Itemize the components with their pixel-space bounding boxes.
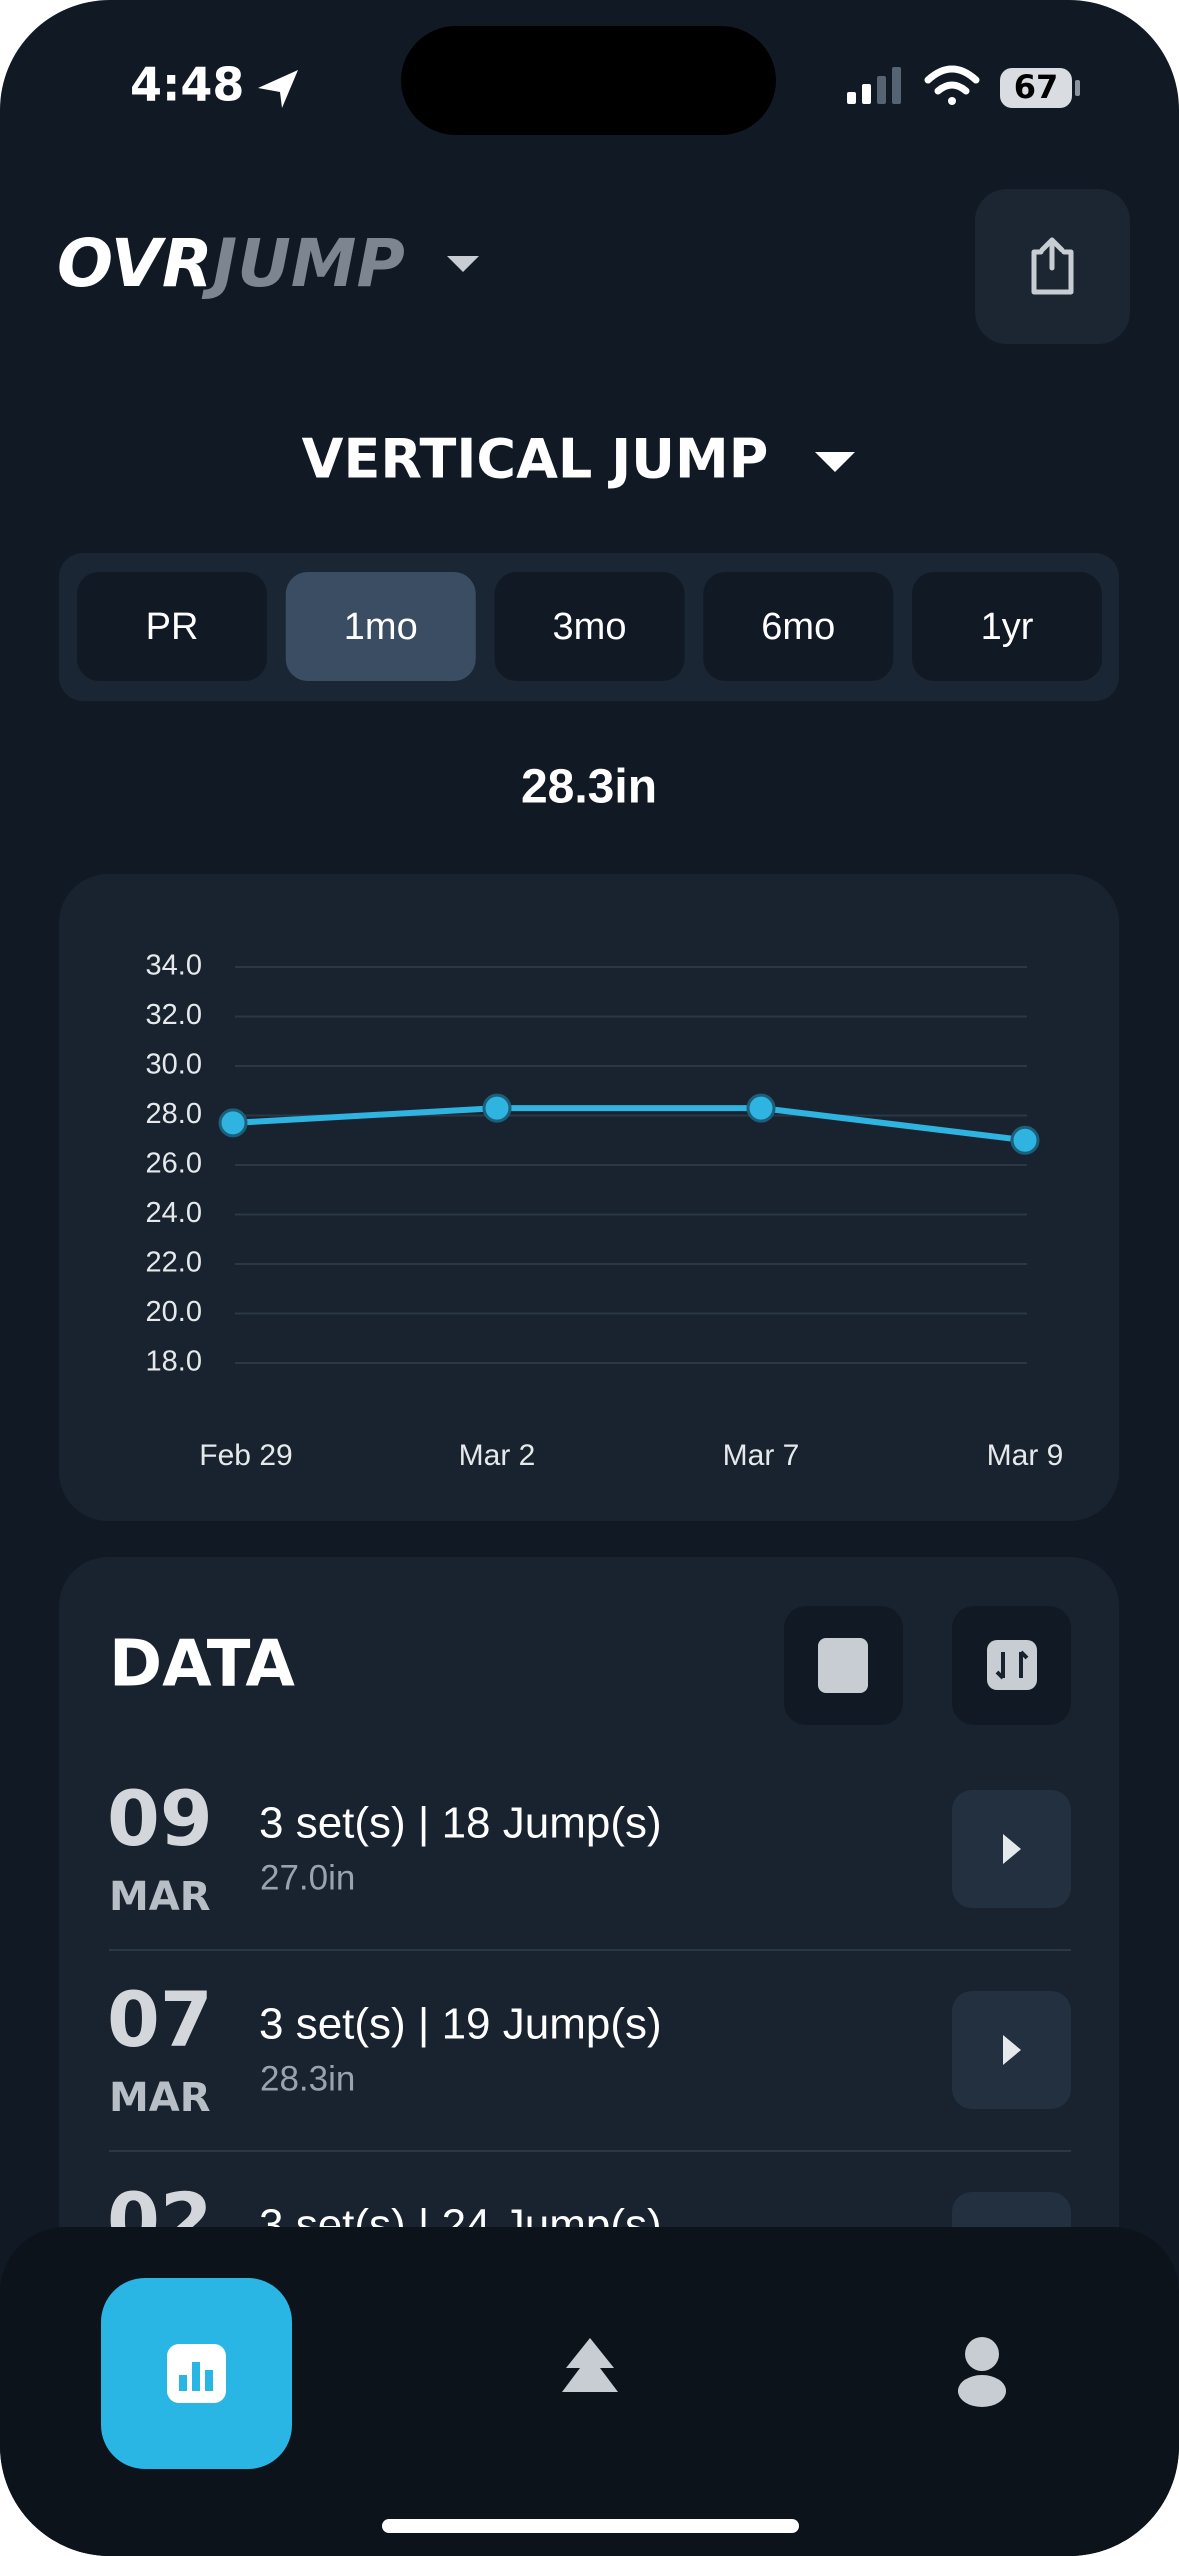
tab[interactable] [77, 572, 267, 681]
logo: OVRJUMP [57, 225, 405, 302]
row-month: MAR [109, 1874, 211, 1920]
tab-label: 3mo [553, 606, 627, 648]
x-tick-label: Feb 29 [199, 1439, 292, 1472]
y-tick-label: 18.0 [146, 1346, 202, 1378]
x-tick-label: Mar 2 [459, 1439, 536, 1472]
nav-jump[interactable] [562, 2338, 618, 2392]
x-tick-label: Mar 9 [987, 1439, 1064, 1472]
battery [1000, 68, 1072, 108]
tabs: PR 1mo 3mo 6mo 1yr [77, 572, 1102, 681]
location-icon [258, 70, 298, 108]
play-icon [1003, 1834, 1021, 1864]
status-time: 4:48 [130, 58, 244, 112]
y-tick-label: 20.0 [146, 1296, 202, 1328]
logo-secondary: JUMP [202, 225, 405, 302]
y-tick-label: 30.0 [146, 1049, 202, 1081]
tab-label: 1mo [344, 606, 418, 648]
stats-bars [179, 2362, 213, 2391]
home-indicator [382, 2519, 799, 2533]
current-value: 28.3in [521, 761, 657, 814]
dynamic-island [401, 26, 776, 135]
nav-bar [0, 2227, 1179, 2556]
battery-level: 67 [1014, 68, 1059, 106]
row-day: 07 [107, 1975, 213, 2064]
data-point [218, 1108, 248, 1138]
tab-label: 1yr [981, 606, 1034, 648]
data-point [1010, 1125, 1040, 1155]
chart: 18.0 20.0 22.0 24.0 26.0 28.0 30.0 32.0 34.0 Feb … [146, 950, 1064, 1472]
row-month: MAR [109, 2075, 211, 2121]
share-icon [1031, 237, 1074, 295]
data-point [746, 1093, 776, 1123]
tab-active[interactable] [285, 572, 476, 681]
line-series [232, 1105, 1026, 1144]
chart-card [59, 874, 1119, 1521]
y-tick-label: 26.0 [146, 1148, 202, 1180]
tab[interactable] [912, 572, 1102, 681]
sort-icon [987, 1640, 1037, 1690]
battery-tip [1075, 80, 1080, 96]
row-summary: 3 set(s) | 18 Jump(s) [259, 1799, 662, 1848]
data-point [482, 1093, 512, 1123]
export-icon [818, 1638, 868, 1693]
logo-caret[interactable] [447, 256, 479, 272]
tab-label: 6mo [761, 606, 835, 648]
x-tick-label: Mar 7 [723, 1439, 800, 1472]
row-summary: 3 set(s) | 19 Jump(s) [259, 2000, 662, 2049]
signal-icon [847, 67, 901, 104]
logo-primary: OVR [57, 225, 213, 302]
metric-title[interactable]: VERTICAL JUMP [302, 428, 769, 491]
y-tick-label: 24.0 [146, 1197, 202, 1229]
data-title: DATA [109, 1628, 295, 1702]
sort-arrows [995, 1650, 1029, 1680]
row-value: 28.3in [260, 2059, 355, 2098]
play-icon [1003, 2035, 1021, 2065]
y-tick-label: 28.0 [146, 1098, 202, 1130]
tab-label: PR [146, 606, 199, 648]
nav-profile[interactable] [958, 2337, 1006, 2407]
tab[interactable] [494, 572, 685, 681]
y-tick-label: 32.0 [146, 999, 202, 1031]
y-tick-label: 22.0 [146, 1247, 202, 1279]
y-tick-label: 34.0 [146, 950, 202, 982]
tab[interactable] [703, 572, 894, 681]
metric-caret[interactable] [815, 452, 855, 472]
row-value: 27.0in [260, 1858, 355, 1897]
row-day: 09 [107, 1774, 213, 1863]
wifi-icon [924, 65, 980, 105]
